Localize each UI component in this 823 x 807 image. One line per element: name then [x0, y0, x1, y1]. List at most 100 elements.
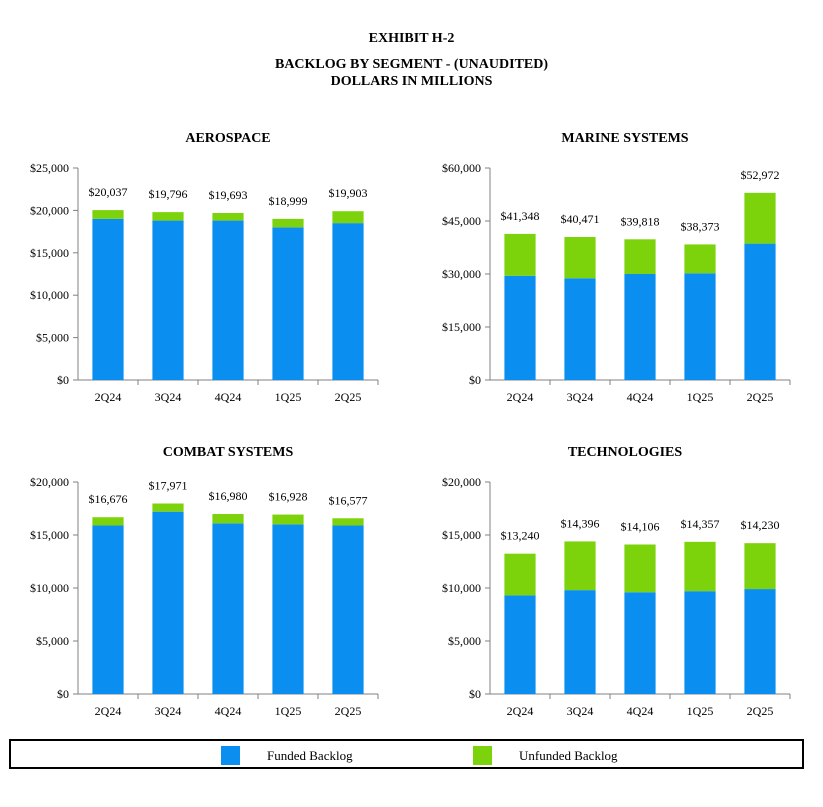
- technologies-chart: TECHNOLOGIES $0 $5,000 $10,000 $15,000 $20,00…: [442, 445, 791, 718]
- unfunded-swatch: [473, 746, 492, 765]
- aerospace-x-tick-label: 2Q24: [95, 390, 122, 404]
- combat-systems-total-label-4q24: $16,980: [209, 489, 248, 503]
- aerospace-funded-bar-2q25: [332, 223, 364, 380]
- combat-systems-funded-bar-3q24: [152, 511, 184, 694]
- aerospace-chart: AEROSPACE $0 $5,000 $10,000 $15,000 $20,000 $2…: [30, 131, 379, 404]
- combat-systems-unfunded-bar-3q24: [152, 503, 184, 512]
- technologies-y-tick-label: $20,000: [442, 475, 481, 489]
- technologies-funded-bar-1q25: [684, 591, 716, 694]
- technologies-y-tick-label: $5,000: [448, 634, 481, 648]
- technologies-y-tick-label: $10,000: [442, 581, 481, 595]
- combat-systems-total-label-3q24: $17,971: [149, 479, 188, 493]
- technologies-total-label-2q25: $14,230: [741, 518, 780, 532]
- technologies-funded-bar-4q24: [624, 592, 656, 694]
- technologies-unfunded-bar-3q24: [564, 541, 596, 591]
- technologies-total-label-1q25: $14,357: [681, 517, 720, 531]
- marine-systems-y-tick-label: $45,000: [442, 214, 481, 228]
- marine-systems-funded-bar-2q24: [504, 275, 536, 380]
- legend-label-funded: Funded Backlog: [267, 747, 353, 763]
- legend-label-unfunded: Unfunded Backlog: [519, 747, 618, 763]
- combat-systems-chart-title: COMBAT SYSTEMS: [163, 445, 294, 460]
- technologies-total-label-2q24: $13,240: [501, 529, 540, 543]
- aerospace-unfunded-bar-1q25: [272, 218, 304, 228]
- combat-systems-funded-bar-4q24: [212, 523, 244, 694]
- aerospace-total-label-3q24: $19,796: [149, 187, 188, 201]
- technologies-unfunded-bar-2q24: [504, 553, 536, 596]
- aerospace-x-tick-label: 2Q25: [335, 390, 362, 404]
- technologies-y-tick-label: $0: [469, 687, 481, 701]
- technologies-x-tick-label: 1Q25: [687, 704, 714, 718]
- aerospace-chart-title: AEROSPACE: [185, 131, 270, 146]
- marine-systems-unfunded-bar-3q24: [564, 237, 596, 279]
- aerospace-funded-bar-2q24: [92, 218, 124, 380]
- technologies-total-label-3q24: $14,396: [561, 516, 600, 530]
- combat-systems-funded-bar-2q25: [332, 525, 364, 694]
- aerospace-unfunded-bar-2q25: [332, 211, 364, 224]
- technologies-x-tick-label: 4Q24: [627, 704, 654, 718]
- marine-systems-funded-bar-3q24: [564, 278, 596, 380]
- marine-systems-y-tick-label: $15,000: [442, 320, 481, 334]
- legend-item-unfunded: Unfunded Backlog: [473, 746, 618, 765]
- technologies-x-tick-label: 2Q25: [747, 704, 774, 718]
- combat-systems-total-label-1q25: $16,928: [269, 490, 308, 504]
- technologies-x-tick-label: 3Q24: [567, 704, 594, 718]
- marine-systems-unfunded-bar-1q25: [684, 244, 716, 274]
- aerospace-total-label-1q25: $18,999: [269, 194, 308, 208]
- combat-systems-x-tick-label: 3Q24: [155, 704, 182, 718]
- aerospace-y-tick-label: $20,000: [30, 203, 69, 217]
- aerospace-y-tick-label: $15,000: [30, 246, 69, 260]
- marine-systems-x-tick-label: 2Q25: [747, 390, 774, 404]
- marine-systems-funded-bar-4q24: [624, 274, 656, 380]
- marine-systems-unfunded-bar-2q25: [744, 192, 776, 244]
- combat-systems-y-tick-label: $0: [57, 687, 69, 701]
- aerospace-y-tick-label: $25,000: [30, 161, 69, 175]
- exhibit-header: EXHIBIT H-2 BACKLOG BY SEGMENT - (UNAUDI…: [0, 30, 823, 90]
- combat-systems-funded-bar-1q25: [272, 524, 304, 694]
- technologies-x-tick-label: 2Q24: [507, 704, 534, 718]
- technologies-chart-title: TECHNOLOGIES: [568, 445, 683, 460]
- technologies-y-tick-label: $15,000: [442, 528, 481, 542]
- aerospace-x-tick-label: 3Q24: [155, 390, 182, 404]
- technologies-unfunded-bar-4q24: [624, 544, 656, 593]
- marine-systems-total-label-4q24: $39,818: [621, 214, 660, 228]
- combat-systems-total-label-2q25: $16,577: [329, 493, 368, 507]
- aerospace-unfunded-bar-2q24: [92, 210, 124, 219]
- aerospace-y-tick-label: $10,000: [30, 288, 69, 302]
- marine-systems-funded-bar-1q25: [684, 273, 716, 380]
- combat-systems-chart: COMBAT SYSTEMS $0 $5,000 $10,000 $15,000 $20,…: [30, 445, 379, 718]
- marine-systems-total-label-2q25: $52,972: [741, 168, 780, 182]
- marine-systems-chart: MARINE SYSTEMS $0 $15,000 $30,000 $45,000 $60…: [442, 131, 791, 404]
- technologies-unfunded-bar-1q25: [684, 541, 716, 592]
- report-subtitle: DOLLARS IN MILLIONS: [330, 74, 493, 89]
- marine-systems-total-label-3q24: $40,471: [561, 212, 600, 226]
- aerospace-total-label-4q24: $19,693: [209, 188, 248, 202]
- marine-systems-y-tick-label: $60,000: [442, 161, 481, 175]
- combat-systems-x-tick-label: 2Q24: [95, 704, 122, 718]
- funded-swatch: [221, 746, 240, 765]
- technologies-funded-bar-2q25: [744, 589, 776, 694]
- marine-systems-x-tick-label: 4Q24: [627, 390, 654, 404]
- marine-systems-unfunded-bar-2q24: [504, 233, 536, 276]
- aerospace-funded-bar-1q25: [272, 227, 304, 380]
- combat-systems-unfunded-bar-2q25: [332, 518, 364, 526]
- aerospace-x-tick-label: 4Q24: [215, 390, 242, 404]
- marine-systems-x-tick-label: 3Q24: [567, 390, 594, 404]
- marine-systems-chart-title: MARINE SYSTEMS: [561, 131, 688, 146]
- combat-systems-unfunded-bar-2q24: [92, 517, 124, 526]
- marine-systems-y-tick-label: $0: [469, 373, 481, 387]
- marine-systems-total-label-1q25: $38,373: [681, 219, 720, 233]
- marine-systems-unfunded-bar-4q24: [624, 239, 656, 274]
- technologies-funded-bar-2q24: [504, 595, 536, 694]
- marine-systems-y-tick-label: $30,000: [442, 267, 481, 281]
- legend-item-funded: Funded Backlog: [221, 746, 353, 765]
- combat-systems-x-tick-label: 4Q24: [215, 704, 242, 718]
- technologies-total-label-4q24: $14,106: [621, 519, 660, 533]
- aerospace-y-tick-label: $0: [57, 373, 69, 387]
- combat-systems-unfunded-bar-1q25: [272, 514, 304, 525]
- technologies-unfunded-bar-2q25: [744, 543, 776, 590]
- report-title: BACKLOG BY SEGMENT - (UNAUDITED): [274, 57, 549, 72]
- combat-systems-x-tick-label: 2Q25: [335, 704, 362, 718]
- combat-systems-y-tick-label: $15,000: [30, 528, 69, 542]
- aerospace-unfunded-bar-3q24: [152, 212, 184, 221]
- aerospace-funded-bar-4q24: [212, 220, 244, 380]
